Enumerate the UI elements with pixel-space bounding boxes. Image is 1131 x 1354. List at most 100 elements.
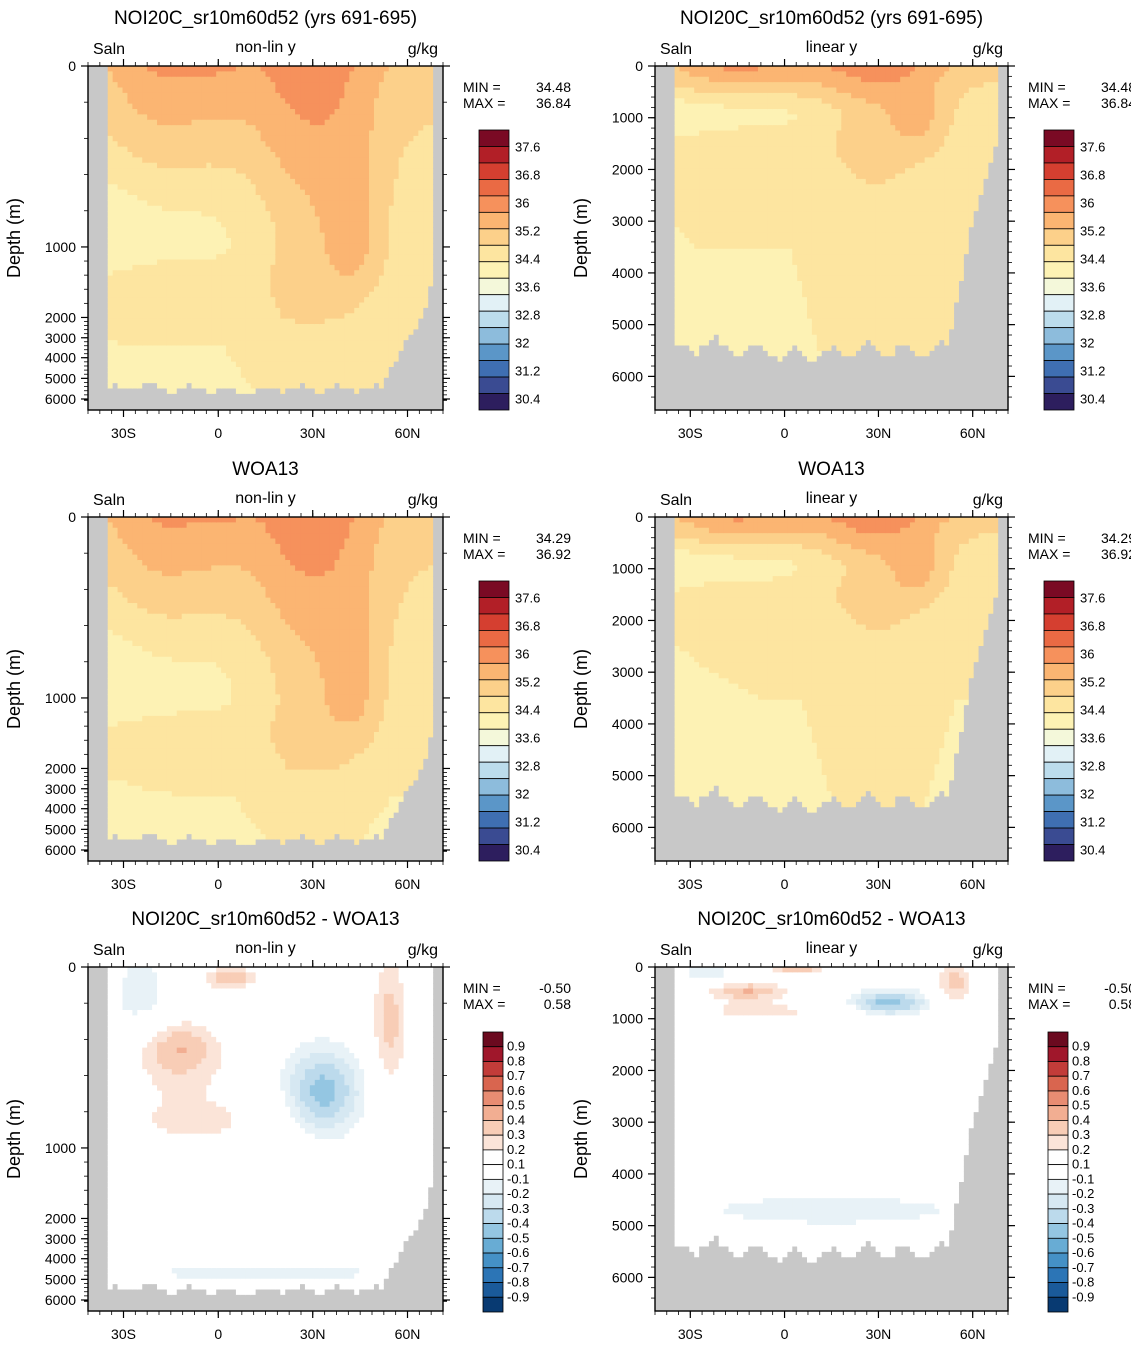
colorbar-label: 35.2 [1080, 223, 1105, 238]
colorbar-label: -0.3 [1072, 1201, 1094, 1216]
colorbar-label: 35.2 [515, 223, 540, 238]
colorbar-label: 31.2 [515, 814, 540, 829]
panel-title: WOA13 [232, 459, 299, 480]
contour-field [655, 517, 1009, 862]
colorbar-swatch [1044, 779, 1074, 795]
colorbar-label: 36.8 [1080, 618, 1105, 633]
colorbar-label: 36.8 [515, 167, 540, 182]
y-axis-label: Depth (m) [571, 1099, 591, 1179]
colorbar-swatch [1044, 630, 1074, 646]
y-tick-label: 2000 [45, 309, 76, 325]
colorbar-swatch [1048, 1238, 1068, 1253]
colorbar-swatch [1048, 1253, 1068, 1268]
colorbar-swatch [1048, 1224, 1068, 1239]
colorbar-swatch [1048, 1091, 1068, 1106]
variable-label: Saln [660, 41, 692, 58]
y-tick-label: 1000 [45, 1140, 76, 1156]
colorbar: 0.90.80.70.60.50.40.30.20.1-0.1-0.2-0.3-… [1048, 1032, 1094, 1312]
y-tick-label: 1000 [612, 110, 643, 126]
x-tick-label: 0 [781, 876, 789, 892]
contour-field [655, 967, 1009, 1312]
colorbar-swatch [483, 1224, 503, 1239]
y-tick-label: 5000 [45, 370, 76, 386]
y-tick-label: 3000 [612, 1114, 643, 1130]
x-tick-label: 30N [300, 876, 326, 892]
colorbar-swatch [479, 746, 509, 762]
colorbar-label: -0.5 [507, 1230, 529, 1245]
max-label: MAX = [463, 95, 505, 111]
x-tick-label: 0 [781, 425, 789, 441]
y-tick-label: 6000 [612, 1269, 643, 1285]
colorbar-swatch [479, 361, 509, 377]
colorbar-swatch [479, 795, 509, 811]
colorbar-swatch [1044, 377, 1074, 393]
colorbar-swatch [479, 163, 509, 179]
colorbar-swatch [479, 245, 509, 261]
y-tick-label: 3000 [612, 213, 643, 229]
y-tick-label: 4000 [612, 1166, 643, 1182]
colorbar-swatch [1044, 245, 1074, 261]
y-tick-label: 1000 [45, 690, 76, 706]
x-tick-label: 30N [866, 876, 892, 892]
colorbar-label: 36 [1080, 195, 1094, 210]
colorbar-label: 33.6 [515, 279, 540, 294]
colorbar-label: -0.1 [1072, 1171, 1094, 1186]
colorbar-label: 32.8 [515, 307, 540, 322]
contour-field [88, 967, 444, 1312]
colorbar-swatch [479, 630, 509, 646]
colorbar-swatch [479, 328, 509, 344]
x-tick-label: 30S [111, 1326, 136, 1342]
colorbar-swatch [1048, 1047, 1068, 1062]
colorbar-label: 37.6 [515, 139, 540, 154]
colorbar-swatch [479, 179, 509, 195]
y-tick-label: 5000 [612, 1218, 643, 1234]
variable-label: Saln [660, 492, 692, 509]
colorbar-swatch [1044, 828, 1074, 844]
colorbar-swatch [1044, 229, 1074, 245]
colorbar-label: 0.6 [507, 1083, 525, 1098]
colorbar-swatch [1048, 1061, 1068, 1076]
colorbar-swatch [1044, 795, 1074, 811]
y-tick-label: 2000 [612, 612, 643, 628]
colorbar-swatch [479, 344, 509, 360]
colorbar-swatch [1044, 278, 1074, 294]
colorbar-label: 36.8 [515, 618, 540, 633]
colorbar-label: 32.8 [1080, 758, 1105, 773]
colorbar-swatch [479, 762, 509, 778]
panel-2: NOI20C_sr10m60d52 (yrs 691-695)Saln linea… [571, 8, 1131, 441]
colorbar-swatch [1044, 146, 1074, 162]
panel-title: NOI20C_sr10m60d52 (yrs 691-695) [114, 8, 417, 29]
max-value: 36.84 [536, 95, 571, 111]
y-tick-label: 0 [635, 959, 643, 975]
colorbar-label: 37.6 [1080, 590, 1105, 605]
x-tick-label: 60N [960, 425, 986, 441]
units-label: g/kg [973, 41, 1003, 58]
colorbar-swatch [1044, 179, 1074, 195]
axis-scale-label: linear y [806, 490, 858, 507]
colorbar-label: 34.4 [1080, 702, 1105, 717]
y-tick-label: 0 [68, 58, 76, 74]
colorbar-label: -0.5 [1072, 1230, 1094, 1245]
colorbar-swatch [479, 130, 509, 146]
colorbar-swatch [1044, 581, 1074, 597]
y-tick-label: 2000 [612, 161, 643, 177]
colorbar-swatch [1044, 647, 1074, 663]
colorbar-label: 0.4 [507, 1112, 525, 1127]
colorbar-label: -0.3 [507, 1201, 529, 1216]
panel-title: NOI20C_sr10m60d52 - WOA13 [131, 909, 399, 930]
min-value: -0.50 [1104, 980, 1131, 996]
y-tick-label: 1000 [612, 561, 643, 577]
panel-title: WOA13 [798, 459, 865, 480]
colorbar-label: 35.2 [1080, 674, 1105, 689]
y-tick-label: 0 [635, 58, 643, 74]
colorbar-label: 0.1 [1072, 1157, 1090, 1172]
min-value: 34.48 [536, 79, 571, 95]
colorbar-label: 30.4 [1080, 391, 1105, 406]
colorbar-swatch [479, 779, 509, 795]
colorbar-swatch [1048, 1194, 1068, 1209]
y-tick-label: 2000 [45, 760, 76, 776]
y-tick-label: 1000 [612, 1011, 643, 1027]
max-value: 36.92 [1101, 546, 1131, 562]
